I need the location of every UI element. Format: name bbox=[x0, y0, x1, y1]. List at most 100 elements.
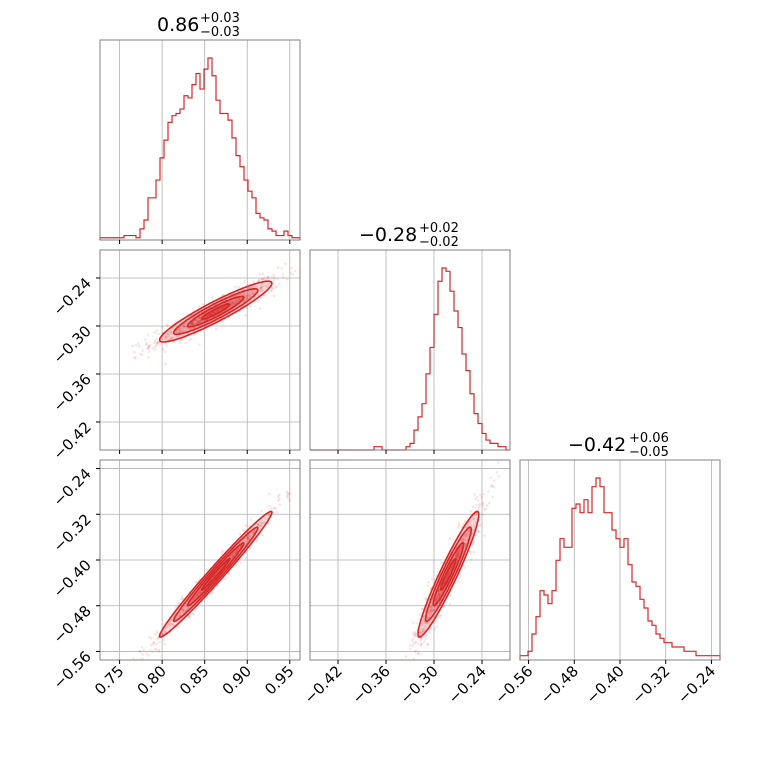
sample-point bbox=[251, 292, 255, 296]
y-tick-label: −0.32 bbox=[50, 510, 95, 555]
sample-point bbox=[259, 289, 262, 293]
sample-point bbox=[437, 595, 441, 599]
sample-point bbox=[436, 597, 440, 600]
sample-point bbox=[421, 621, 425, 625]
sample-point bbox=[272, 287, 275, 290]
sample-point bbox=[165, 323, 169, 327]
sample-point bbox=[448, 602, 452, 606]
sample-point bbox=[490, 485, 493, 488]
title-plus-3: +0.06 bbox=[629, 431, 669, 446]
x-tick-label: −0.32 bbox=[628, 662, 673, 707]
sample-point bbox=[481, 504, 485, 508]
sample-point bbox=[180, 594, 184, 598]
sample-point bbox=[463, 519, 467, 523]
sample-point bbox=[424, 635, 428, 638]
sample-point bbox=[418, 613, 422, 616]
sample-point bbox=[169, 336, 173, 340]
sample-point bbox=[145, 342, 148, 345]
sample-point bbox=[467, 529, 471, 533]
sample-point bbox=[168, 623, 171, 627]
sample-point bbox=[138, 352, 142, 356]
x-tick-label: 0.90 bbox=[219, 662, 255, 698]
title-minus-2: −0.02 bbox=[419, 235, 459, 250]
sample-point bbox=[259, 286, 262, 290]
sample-point bbox=[474, 497, 477, 501]
sample-point bbox=[462, 537, 465, 541]
sample-point bbox=[456, 554, 460, 558]
sample-point bbox=[421, 607, 425, 611]
sample-point bbox=[153, 345, 157, 349]
sample-point bbox=[248, 292, 252, 295]
sample-point bbox=[166, 332, 170, 336]
sample-point bbox=[462, 539, 465, 543]
sample-point bbox=[477, 529, 481, 533]
sample-point bbox=[188, 616, 191, 619]
title-minus-3: −0.05 bbox=[629, 445, 669, 460]
sample-point bbox=[181, 608, 185, 612]
sample-point bbox=[194, 595, 197, 599]
sample-point bbox=[234, 551, 238, 555]
sample-point bbox=[420, 630, 423, 634]
sample-point bbox=[171, 622, 174, 626]
sample-point bbox=[195, 580, 199, 583]
sample-point bbox=[238, 297, 241, 300]
sample-point bbox=[199, 320, 202, 323]
sample-point bbox=[487, 490, 490, 493]
sample-point bbox=[237, 285, 241, 289]
sample-point bbox=[157, 332, 161, 336]
sample-point bbox=[235, 549, 238, 553]
sample-point bbox=[140, 646, 144, 649]
sample-point bbox=[455, 552, 458, 555]
sample-point bbox=[497, 475, 500, 478]
sample-point bbox=[286, 491, 290, 495]
sample-point bbox=[466, 531, 470, 534]
sample-point bbox=[245, 306, 249, 310]
sample-point bbox=[175, 329, 179, 332]
sample-point bbox=[223, 577, 226, 581]
sample-point bbox=[130, 668, 133, 671]
sample-point bbox=[262, 520, 266, 524]
sample-point bbox=[132, 657, 135, 660]
x-tick-label: 0.85 bbox=[176, 662, 212, 698]
x-tick-label: −0.42 bbox=[301, 662, 346, 707]
sample-point bbox=[270, 276, 274, 279]
sample-point bbox=[175, 334, 179, 338]
y-tick-label: −0.42 bbox=[50, 418, 95, 463]
contour-level-4 bbox=[200, 303, 231, 321]
sample-point bbox=[152, 641, 156, 644]
sample-point bbox=[457, 526, 460, 529]
sample-point bbox=[259, 286, 263, 289]
sample-point bbox=[195, 593, 199, 597]
sample-point bbox=[245, 297, 249, 301]
sample-point bbox=[412, 657, 416, 660]
sample-point bbox=[497, 461, 500, 464]
sample-point bbox=[414, 640, 418, 643]
sample-point bbox=[437, 593, 441, 597]
sample-point bbox=[420, 637, 423, 641]
sample-point bbox=[413, 634, 417, 637]
sample-point bbox=[191, 598, 195, 601]
title-value-2: −0.28 bbox=[359, 224, 417, 246]
sample-point bbox=[174, 336, 178, 340]
sample-point bbox=[190, 600, 193, 603]
sample-point bbox=[424, 626, 428, 630]
sample-point bbox=[473, 513, 477, 517]
sample-point bbox=[247, 293, 251, 297]
sample-point bbox=[318, 456, 321, 459]
sample-point bbox=[245, 294, 249, 298]
sample-point bbox=[491, 495, 495, 499]
sample-point bbox=[491, 485, 495, 488]
sample-point bbox=[178, 613, 182, 616]
sample-point bbox=[155, 337, 158, 341]
title-plus-1: +0.03 bbox=[200, 11, 240, 26]
sample-point bbox=[180, 330, 183, 333]
sample-point bbox=[412, 634, 415, 637]
sample-point bbox=[193, 596, 197, 600]
sample-point bbox=[483, 534, 486, 537]
sample-point bbox=[231, 553, 234, 557]
sample-point bbox=[276, 266, 280, 269]
sample-point bbox=[244, 313, 247, 317]
sample-point bbox=[285, 277, 289, 281]
sample-point bbox=[149, 637, 153, 640]
sample-point bbox=[415, 621, 419, 625]
